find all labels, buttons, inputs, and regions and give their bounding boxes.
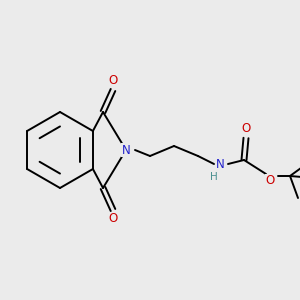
Text: O: O xyxy=(242,122,250,136)
Text: N: N xyxy=(122,143,130,157)
Text: N: N xyxy=(216,158,224,170)
Text: O: O xyxy=(108,74,118,88)
Text: O: O xyxy=(108,212,118,226)
Text: O: O xyxy=(266,175,274,188)
Text: H: H xyxy=(210,172,218,182)
